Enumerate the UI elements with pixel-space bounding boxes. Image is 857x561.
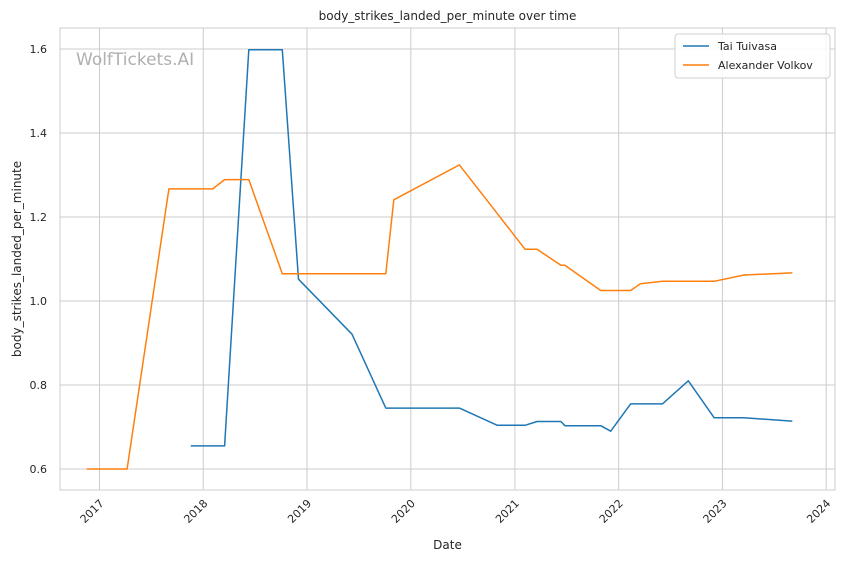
legend-box	[674, 33, 831, 79]
y-tick-label: 1.0	[30, 295, 48, 308]
y-tick-label: 1.4	[30, 127, 48, 140]
x-axis-title: Date	[433, 538, 462, 552]
y-tick-label: 0.8	[30, 379, 48, 392]
watermark: WolfTickets.AI	[76, 50, 194, 70]
plot-frame	[59, 27, 836, 491]
series-line-tai-tuivasa	[190, 49, 793, 447]
legend: Tai Tuivasa Alexander Volkov	[674, 33, 831, 79]
chart-title: body_strikes_landed_per_minute over time	[319, 9, 577, 23]
y-tick-label: 1.6	[30, 43, 48, 56]
series-group	[86, 49, 793, 470]
legend-label-alexander-volkov: Alexander Volkov	[718, 59, 813, 72]
y-axis-title: body_strikes_landed_per_minute	[10, 161, 24, 357]
y-tick-label: 1.2	[30, 211, 48, 224]
y-tick-label: 0.6	[30, 463, 48, 476]
series-line-alexander-volkov	[86, 164, 793, 470]
legend-label-tai-tuivasa: Tai Tuivasa	[717, 40, 777, 53]
